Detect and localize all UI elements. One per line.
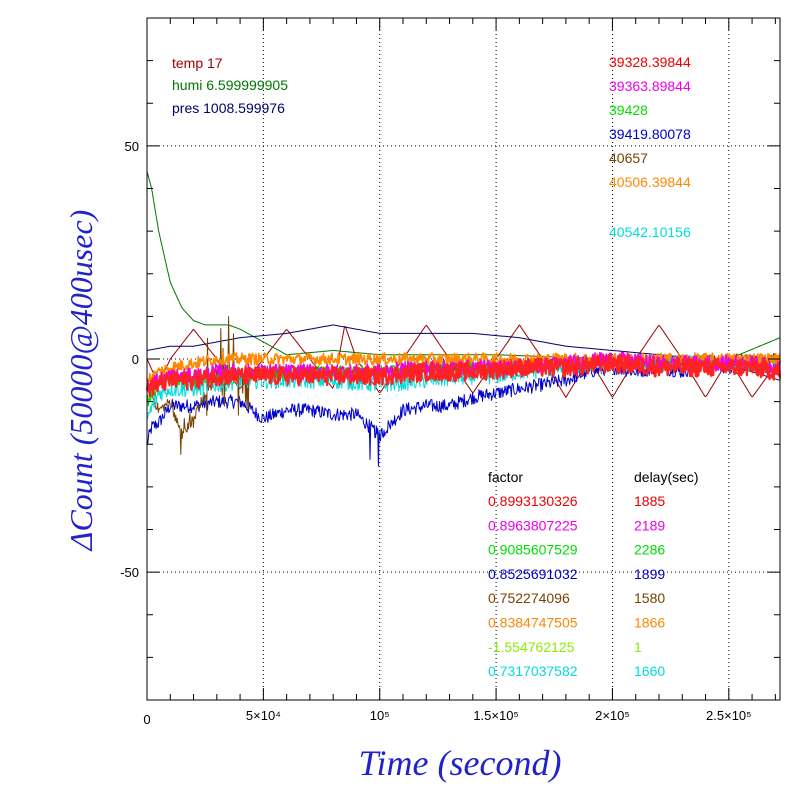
count-legend: 39328.39844 39363.89844 39428 39419.8007… bbox=[609, 54, 691, 240]
tick-labels: 0 5×10⁴ 10⁵ 1.5×10⁵ 2×10⁵ 2.5×10⁵ 50 0 -50 bbox=[120, 139, 751, 727]
delay-value: 2286 bbox=[634, 542, 665, 558]
y-tick-label: -50 bbox=[120, 565, 139, 580]
delay-value: 1660 bbox=[634, 663, 665, 679]
x-tick-label: 5×10⁴ bbox=[246, 708, 281, 723]
factor-table: factor delay(sec) 0.8993130326 1885 0.8963… bbox=[488, 469, 699, 679]
delay-value: 1 bbox=[634, 639, 642, 655]
y-tick-label: 50 bbox=[125, 139, 139, 154]
count-label-6: 40506.39844 bbox=[609, 174, 691, 190]
factor-value: 0.8525691032 bbox=[488, 566, 578, 582]
y-tick-label: 0 bbox=[132, 352, 139, 367]
factor-rows: 0.8993130326 1885 0.8963807225 2189 0.908560… bbox=[488, 493, 665, 679]
x-tick-label: 2.5×10⁵ bbox=[706, 708, 752, 723]
env-legend: temp 17 humi 6.599999905 pres 1008.59997… bbox=[172, 55, 288, 116]
factor-value: 0.8384747505 bbox=[488, 615, 578, 631]
x-tick-label: 2×10⁵ bbox=[595, 708, 630, 723]
factor-value: 0.8993130326 bbox=[488, 493, 578, 509]
env-label-pres: pres 1008.599976 bbox=[172, 100, 285, 116]
factor-value: 0.9085607529 bbox=[488, 542, 578, 558]
env-label-humi: humi 6.599999905 bbox=[172, 77, 288, 93]
count-label-5: 40657 bbox=[609, 150, 648, 166]
delay-value: 1899 bbox=[634, 566, 665, 582]
series-line-pres bbox=[146, 324, 781, 381]
count-label-2: 39363.89844 bbox=[609, 78, 691, 94]
factor-header: factor bbox=[488, 469, 523, 485]
x-axis-title: Time (second) bbox=[359, 743, 562, 783]
x-tick-label: 10⁵ bbox=[370, 708, 390, 723]
ticks-group bbox=[146, 18, 780, 700]
factor-value: 0.7317037582 bbox=[488, 663, 578, 679]
delay-value: 2189 bbox=[634, 517, 665, 533]
count-label-4: 39419.80078 bbox=[609, 126, 691, 142]
x-tick-label: 1.5×10⁵ bbox=[473, 708, 519, 723]
series-line-ch6 bbox=[146, 352, 781, 385]
count-label-1: 39328.39844 bbox=[609, 54, 691, 70]
x-tick-label: 0 bbox=[143, 712, 150, 727]
count-label-7: 40542.10156 bbox=[609, 224, 691, 240]
series-line-ch4 bbox=[146, 352, 781, 467]
y-axis-title: ΔCount (50000@400usec) bbox=[63, 210, 99, 553]
env-label-temp: temp 17 bbox=[172, 55, 223, 71]
delay-value: 1866 bbox=[634, 615, 665, 631]
series-line-ch1 bbox=[145, 353, 782, 398]
delay-header: delay(sec) bbox=[634, 469, 699, 485]
series-group bbox=[145, 171, 782, 467]
factor-value: 0.752274096 bbox=[488, 590, 570, 606]
delay-value: 1580 bbox=[634, 590, 665, 606]
delay-value: 1885 bbox=[634, 493, 665, 509]
factor-value: -1.554762125 bbox=[488, 639, 575, 655]
count-label-3: 39428 bbox=[609, 102, 648, 118]
factor-value: 0.8963807225 bbox=[488, 517, 578, 533]
